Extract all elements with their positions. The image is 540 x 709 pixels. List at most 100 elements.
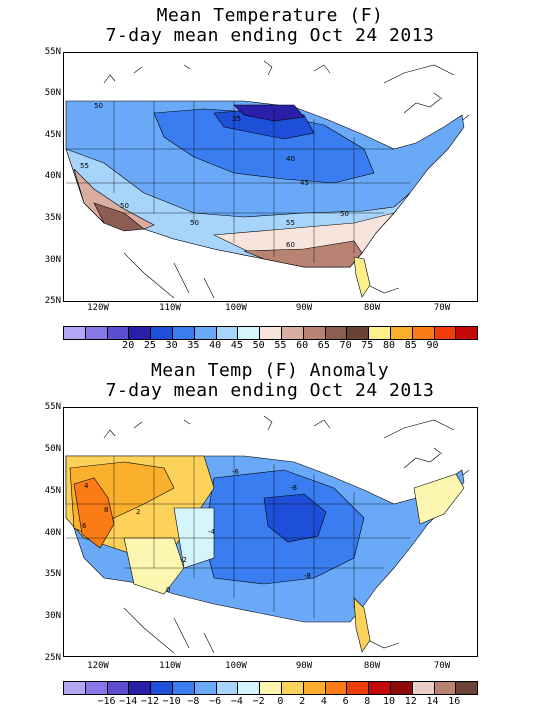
colorbar-label: 25 xyxy=(143,340,156,351)
lon-label: 90W xyxy=(295,303,313,313)
colorbar-label: −4 xyxy=(230,696,243,707)
contour-label: -8 xyxy=(290,484,297,492)
lon-label: 110W xyxy=(159,303,181,313)
panel-title: Mean Temperature (F) xyxy=(156,5,384,26)
lon-label: 120W xyxy=(87,303,109,313)
lat-label: 25N xyxy=(44,653,61,663)
lon-label: 90W xyxy=(295,661,313,671)
lat-label: 50N xyxy=(44,444,61,454)
panel-subtitle: 7-day mean ending Oct 24 2013 xyxy=(105,380,435,401)
colorbar-label: −14 xyxy=(119,696,138,707)
colorbar-swatch xyxy=(172,327,195,339)
colorbar-label: 65 xyxy=(317,340,330,351)
colorbar-label: 30 xyxy=(165,340,178,351)
lon-label: 120W xyxy=(87,661,109,671)
colorbar-label: −12 xyxy=(140,696,159,707)
contour-label: 60 xyxy=(286,241,295,249)
contour-label: 0 xyxy=(166,586,170,594)
colorbar-label: 4 xyxy=(320,696,327,707)
colorbar-swatch xyxy=(434,682,457,694)
lon-label: 100W xyxy=(225,303,247,313)
colorbar-swatch xyxy=(107,682,130,694)
lon-label: 80W xyxy=(363,661,381,671)
contour-label: 2 xyxy=(136,508,140,516)
colorbar-swatch xyxy=(129,682,152,694)
colorbar-label: 60 xyxy=(296,340,309,351)
lon-label: 80W xyxy=(363,303,381,313)
lat-label: 30N xyxy=(44,611,61,621)
colorbar-swatch xyxy=(107,327,130,339)
lat-label: 55N xyxy=(44,47,61,57)
contour-label: 55 xyxy=(286,219,295,227)
lat-label: 35N xyxy=(44,213,61,223)
colorbar-swatch xyxy=(281,327,304,339)
colorbar-label: 75 xyxy=(361,340,374,351)
contour-labels: 4 2 6 8 -6 -8 -4 -2 -8 0 xyxy=(82,468,311,594)
colorbar-swatch xyxy=(216,327,239,339)
colorbar-label: −10 xyxy=(162,696,181,707)
lat-label: 40N xyxy=(44,171,61,181)
colorbar-label: 70 xyxy=(339,340,352,351)
colorbar-swatch xyxy=(172,682,195,694)
lat-label: 25N xyxy=(44,296,61,306)
colorbar-swatch xyxy=(64,327,86,339)
colorbar-label: 35 xyxy=(187,340,200,351)
colorbar-swatch xyxy=(238,682,261,694)
colorbar-swatch xyxy=(347,682,370,694)
lat-label: 45N xyxy=(44,130,61,140)
colorbar-swatch xyxy=(151,327,173,339)
colorbar-swatch xyxy=(347,327,370,339)
colorbar-label: 10 xyxy=(383,696,396,707)
colorbar-swatch xyxy=(260,327,282,339)
contour-label: 55 xyxy=(80,162,89,170)
colorbar-swatch xyxy=(412,682,435,694)
colorbar-label: 90 xyxy=(426,340,439,351)
colorbar-swatch xyxy=(85,682,108,694)
colorbar-swatch xyxy=(390,682,413,694)
colorbar-label: 45 xyxy=(230,340,243,351)
temperature-map: 50 35 55 40 45 50 50 55 50 60 xyxy=(63,52,478,302)
colorbar-label: 14 xyxy=(426,696,439,707)
colorbar-swatch xyxy=(64,682,86,694)
contour-label: -6 xyxy=(232,468,240,476)
colorbar-swatch xyxy=(303,327,326,339)
colorbar-label: 0 xyxy=(277,696,284,707)
panel-title: Mean Temp (F) Anomaly xyxy=(150,360,390,381)
contour-label: -4 xyxy=(208,528,216,536)
colorbar-swatch xyxy=(412,327,435,339)
colorbar-label: −8 xyxy=(187,696,200,707)
contour-label: 8 xyxy=(104,506,108,514)
colorbar-swatch xyxy=(129,327,152,339)
anomaly-map: 4 2 6 8 -6 -8 -4 -2 -8 0 xyxy=(63,407,478,657)
colorbar-swatch xyxy=(456,327,478,339)
contour-label: 50 xyxy=(190,219,199,227)
contour-label: 50 xyxy=(94,102,103,110)
contour-label: 40 xyxy=(286,155,295,163)
lat-label: 45N xyxy=(44,486,61,496)
colorbar-label: 12 xyxy=(404,696,417,707)
colorbar-label: 50 xyxy=(252,340,265,351)
colorbar-swatch xyxy=(390,327,413,339)
colorbar-swatch xyxy=(151,682,173,694)
colorbar-swatch xyxy=(238,327,261,339)
colorbar-label: 6 xyxy=(342,696,349,707)
colorbar-label: 55 xyxy=(274,340,287,351)
colorbar-swatch xyxy=(194,682,217,694)
colorbar-swatch xyxy=(369,327,391,339)
colorbar-swatch xyxy=(260,682,282,694)
lon-label: 70W xyxy=(433,303,451,313)
colorbar-label: 8 xyxy=(364,696,371,707)
colorbar-swatch xyxy=(325,682,348,694)
colorbar-label: −6 xyxy=(209,696,222,707)
colorbar-swatch xyxy=(216,682,239,694)
colorbar-label: 80 xyxy=(383,340,396,351)
colorbar-swatch xyxy=(456,682,478,694)
lon-label: 100W xyxy=(225,661,247,671)
colorbar-swatch xyxy=(194,327,217,339)
colorbar-swatch xyxy=(434,327,457,339)
lat-label: 35N xyxy=(44,569,61,579)
colorbar-swatch xyxy=(369,682,391,694)
colorbar-label: 40 xyxy=(209,340,222,351)
colorbar xyxy=(63,681,478,695)
contour-label: -2 xyxy=(180,556,187,564)
